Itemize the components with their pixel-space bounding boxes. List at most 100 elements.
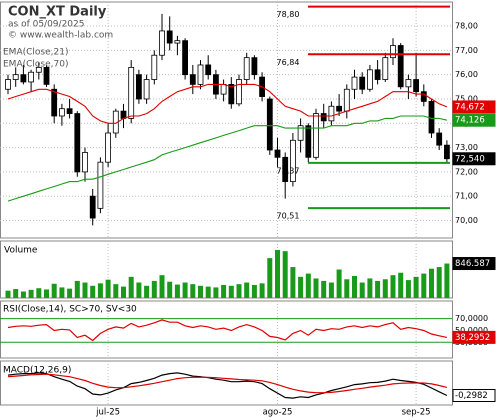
volume-bar: [444, 263, 450, 298]
x-tick-label: jul-25: [95, 408, 120, 418]
volume-bar: [382, 279, 388, 298]
volume-bar: [97, 283, 103, 298]
panel-frame: [0, 360, 453, 406]
candle-body: [20, 74, 27, 83]
volume-bar: [405, 280, 411, 298]
candle-body: [266, 98, 273, 151]
volume-bar: [321, 280, 327, 298]
candle-body: [12, 74, 19, 80]
volume-bar: [282, 251, 288, 298]
volume-bar: [213, 287, 219, 298]
candle-body: [66, 108, 73, 114]
y-tick-label: 71,00: [455, 192, 478, 201]
volume-bar: [290, 267, 296, 298]
candle-body: [128, 66, 135, 119]
legend-entry: EMA(Close,21): [3, 48, 68, 58]
volume-bar: [244, 282, 250, 298]
volume-bar: [13, 289, 19, 298]
candle-body: [405, 79, 412, 88]
value-badge: [452, 257, 496, 271]
candle-body: [320, 113, 327, 122]
volume-bar: [413, 276, 419, 298]
volume-bar: [67, 288, 73, 298]
candle-body: [166, 30, 173, 44]
candle-body: [313, 113, 319, 158]
volume-bar: [344, 279, 350, 298]
level-label: 76,84: [277, 58, 300, 67]
candle-body: [282, 156, 289, 183]
candle-body: [413, 79, 420, 93]
value-badge-label: 74,672: [455, 102, 485, 112]
legend-entry: EMA(Close,70): [3, 60, 68, 70]
candle-body: [428, 101, 435, 134]
candle-body: [336, 105, 343, 112]
candle-body: [289, 139, 296, 183]
candle-body: [443, 144, 450, 160]
candle-body: [382, 57, 389, 80]
candle-body: [305, 125, 312, 158]
volume-bar: [136, 282, 142, 298]
volume-bar: [151, 280, 157, 298]
volume-bar: [305, 273, 311, 298]
value-badge-label: 38,2952: [455, 333, 490, 343]
candle-body: [182, 40, 189, 76]
volume-bar: [128, 276, 134, 298]
value-badge-label: 74,126: [455, 116, 485, 126]
volume-bar: [5, 290, 11, 298]
candle-body: [220, 83, 227, 95]
volume-bar: [44, 289, 49, 298]
volume-bar: [144, 285, 150, 298]
volume-bar: [436, 267, 442, 298]
value-badge: [452, 330, 496, 344]
candle-body: [197, 64, 204, 85]
volume-bar: [313, 278, 319, 298]
series-line: [7, 373, 448, 394]
source: © www.wealth-lab.com: [8, 31, 113, 41]
volume-bar: [228, 285, 234, 298]
series-line: [7, 319, 448, 342]
candle-body: [205, 64, 212, 76]
level-label: 72,37: [277, 166, 300, 175]
volume-bar: [182, 282, 188, 298]
y-tick-label: 77,00: [455, 46, 478, 55]
volume-bar: [59, 287, 65, 298]
candle-body: [397, 45, 404, 88]
candle-body: [189, 74, 196, 85]
y-tick-label: 72,00: [455, 167, 478, 176]
value-badge: [452, 389, 496, 403]
candle-body: [89, 195, 96, 219]
candle-body: [243, 57, 250, 80]
candle-body: [274, 149, 281, 158]
volume-bar: [82, 282, 88, 298]
y-tick-label: 70,00: [455, 216, 478, 225]
candle-body: [43, 66, 50, 85]
volume-bar: [390, 275, 396, 298]
candle-body: [97, 161, 104, 209]
candle-body: [135, 74, 142, 100]
value-badge: [452, 100, 496, 114]
series-line: [7, 372, 448, 399]
volume-bar: [90, 285, 96, 298]
candle-body: [390, 45, 396, 59]
y-tick-label: 75,00: [455, 94, 478, 103]
series-line: [7, 115, 448, 202]
volume-bar: [352, 276, 357, 298]
volume-bar: [336, 269, 342, 298]
volume-bar: [105, 279, 111, 298]
candle-body: [143, 79, 150, 100]
candle-body: [366, 69, 373, 90]
x-tick-label: sep-25: [402, 408, 431, 418]
candle-body: [82, 152, 88, 173]
candle-body: [151, 54, 158, 80]
x-tick-label: ago-25: [263, 408, 293, 418]
panel-frame: [0, 300, 453, 359]
volume-bar: [198, 285, 203, 298]
panel-title: Volume: [4, 246, 38, 256]
volume-bar: [328, 282, 334, 298]
volume-bar: [74, 280, 80, 298]
candle-body: [328, 105, 335, 122]
candle-body: [343, 88, 350, 112]
candle-body: [159, 30, 165, 56]
panel-title: RSI(Close,14), SC>70, SV<30: [3, 305, 137, 315]
